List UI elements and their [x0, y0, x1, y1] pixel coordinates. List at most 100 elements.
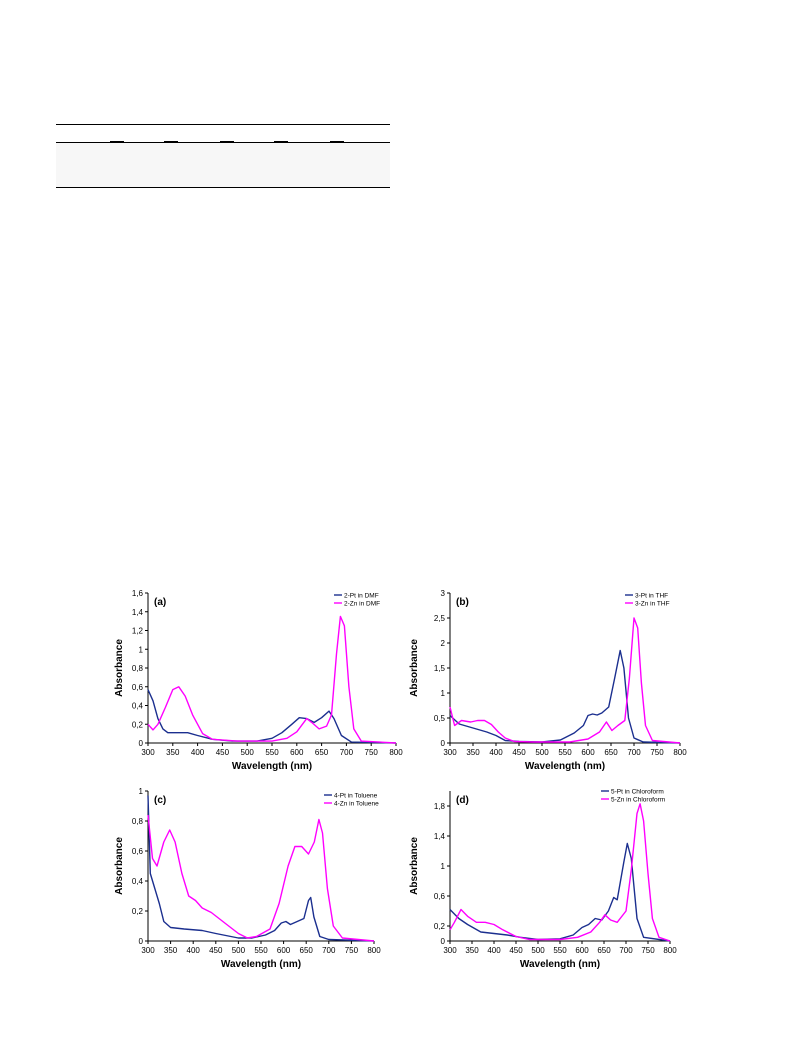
y-tick-label: 0 [139, 739, 144, 748]
y-tick-label: 0,4 [132, 702, 144, 711]
x-tick-label: 400 [489, 748, 503, 757]
x-tick-label: 400 [187, 946, 201, 955]
y-tick-label: 3 [441, 589, 446, 598]
table-cell-mark [330, 141, 344, 143]
chart-panel-c: 0 0,2 0,4 0,6 0,8 1 300 350 400 450 500 550 600 650 70… [114, 787, 381, 970]
series-line-pt [449, 649, 681, 744]
chart-panel-b: 0 0,5 1 1,5 2 2,5 3 300 350 400 450 500 550 600 650 700… [409, 589, 687, 772]
series-line-zn [449, 617, 681, 744]
y-tick-label: 0 [441, 937, 446, 946]
x-tick-label: 400 [487, 946, 501, 955]
y-tick-label: 1 [139, 787, 144, 796]
y-tick-label: 0,2 [434, 922, 446, 931]
x-tick-label: 800 [663, 946, 677, 955]
x-tick-label: 750 [641, 946, 655, 955]
legend-label: 2-Zn in DMF [344, 601, 380, 608]
y-axis-label: Absorbance [114, 639, 125, 697]
y-tick-label: 1 [441, 862, 446, 871]
x-tick-label: 700 [322, 946, 336, 955]
y-tick-label: 1 [441, 689, 446, 698]
table-cell-mark [164, 141, 178, 143]
x-axis-label: Wavelength (nm) [520, 959, 600, 970]
x-tick-label: 350 [466, 748, 480, 757]
y-tick-label: 0,8 [132, 664, 144, 673]
x-tick-label: 700 [619, 946, 633, 955]
panel-label: (d) [456, 795, 469, 806]
legend-label: 5-Pt in Chloroform [611, 789, 664, 796]
table-bottom-rule [56, 187, 390, 188]
x-tick-label: 800 [673, 748, 687, 757]
series-line-pt [147, 795, 375, 942]
y-tick-label: 0,6 [132, 683, 144, 692]
table-fragment [56, 124, 390, 188]
x-tick-label: 550 [553, 946, 567, 955]
x-tick-label: 600 [290, 748, 304, 757]
y-tick-label: 2,5 [434, 614, 446, 623]
table-cell-mark [110, 141, 124, 143]
x-tick-label: 750 [345, 946, 359, 955]
y-tick-label: 1,6 [132, 589, 144, 598]
x-axis-label: Wavelength (nm) [221, 959, 301, 970]
x-tick-label: 300 [141, 946, 155, 955]
y-tick-label: 1,5 [434, 664, 446, 673]
y-tick-label: 0 [441, 739, 446, 748]
x-tick-label: 750 [365, 748, 379, 757]
y-tick-label: 1 [139, 645, 144, 654]
y-tick-label: 0,8 [132, 817, 144, 826]
x-tick-label: 600 [277, 946, 291, 955]
x-tick-label: 400 [191, 748, 205, 757]
x-tick-label: 300 [443, 946, 457, 955]
legend-label: 5-Zn in Chloroform [611, 797, 665, 804]
x-tick-label: 500 [232, 946, 246, 955]
y-tick-label: 2 [441, 639, 446, 648]
series-line-zn [449, 803, 671, 942]
x-tick-label: 600 [581, 748, 595, 757]
panel-label: (b) [456, 597, 469, 608]
series-line-pt [147, 689, 397, 744]
y-axis-label: Absorbance [409, 837, 420, 895]
x-tick-label: 500 [241, 748, 255, 757]
x-tick-label: 600 [575, 946, 589, 955]
x-tick-label: 550 [558, 748, 572, 757]
legend-label: 3-Zn in THF [635, 601, 670, 608]
y-tick-label: 1,4 [132, 608, 144, 617]
x-tick-label: 350 [465, 946, 479, 955]
x-tick-label: 650 [300, 946, 314, 955]
y-tick-label: 0,6 [132, 847, 144, 856]
x-tick-label: 500 [531, 946, 545, 955]
y-tick-label: 0 [139, 937, 144, 946]
table-top-rule [56, 124, 390, 125]
x-tick-label: 450 [509, 946, 523, 955]
y-tick-label: 0,4 [132, 877, 144, 886]
y-tick-label: 1,2 [132, 627, 144, 636]
table-body-band [56, 143, 390, 187]
legend-label: 4-Pt in Toluene [334, 793, 378, 800]
x-tick-label: 500 [535, 748, 549, 757]
series-line-zn [147, 814, 375, 942]
panel-label: (c) [154, 795, 166, 806]
x-tick-label: 350 [164, 946, 178, 955]
series-line-zn [147, 615, 397, 744]
panel-label: (a) [154, 597, 166, 608]
x-tick-label: 450 [209, 946, 223, 955]
x-tick-label: 550 [254, 946, 268, 955]
x-tick-label: 650 [604, 748, 618, 757]
x-tick-label: 300 [443, 748, 457, 757]
y-axis-label: Absorbance [409, 639, 420, 697]
legend-label: 2-Pt in DMF [344, 593, 379, 600]
chart-panel-a: 0 0,2 0,4 0,6 0,8 1 1,2 1,4 1,6 300 350 400 450 500 55… [114, 589, 403, 772]
x-tick-label: 350 [166, 748, 180, 757]
x-tick-label: 800 [367, 946, 381, 955]
x-tick-label: 650 [597, 946, 611, 955]
table-cell-mark [220, 141, 234, 143]
x-tick-label: 550 [265, 748, 279, 757]
y-tick-label: 0,2 [132, 907, 144, 916]
y-tick-label: 0,2 [132, 720, 144, 729]
y-axis-label: Absorbance [114, 837, 125, 895]
table-cell-mark [274, 141, 288, 143]
x-tick-label: 450 [216, 748, 230, 757]
chart-panel-d: 0 0,2 0,6 1 1,4 1,8 300 350 400 450 500 550 600 650 70… [409, 789, 677, 971]
x-tick-label: 300 [141, 748, 155, 757]
y-tick-label: 1,8 [434, 802, 446, 811]
series-line-pt [449, 842, 671, 942]
